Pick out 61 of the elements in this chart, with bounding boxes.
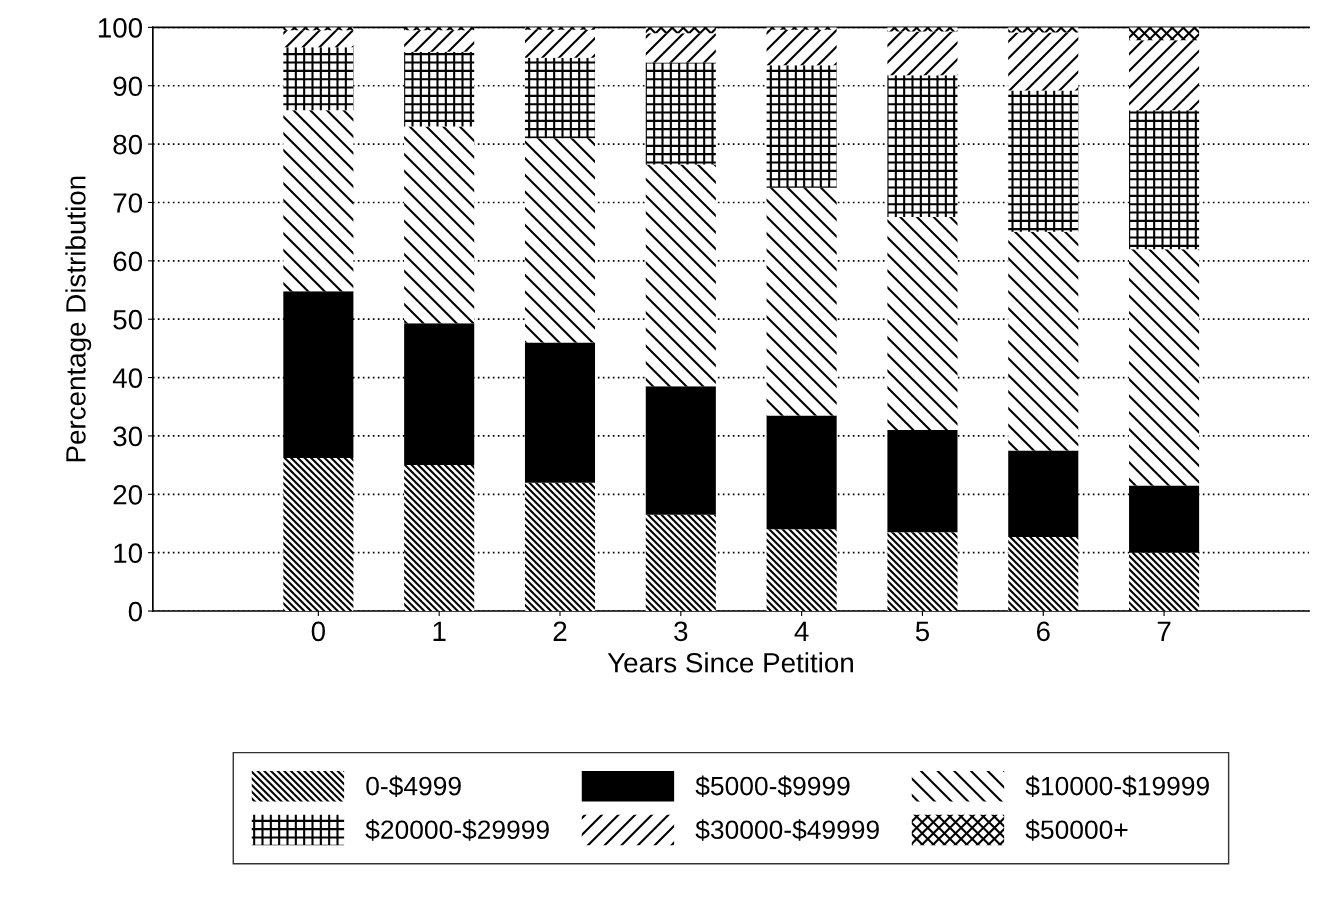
- bar: [1008, 231, 1079, 451]
- y-axis-title: Percentage Distribution: [65, 176, 92, 462]
- bar: [524, 482, 596, 612]
- y-tick-label: 40: [112, 368, 143, 388]
- bar: [887, 532, 958, 612]
- x-tick-label: 7: [1157, 621, 1171, 641]
- x-tick-label: 6: [1036, 621, 1050, 642]
- bar: [283, 47, 354, 111]
- bar: [1129, 249, 1200, 486]
- bar: [766, 29, 837, 66]
- bar: [283, 30, 354, 48]
- bar: [1129, 40, 1200, 111]
- x-axis-title: Years Since Petition: [607, 652, 853, 673]
- bar: [524, 57, 596, 139]
- bar: [645, 164, 716, 387]
- bar: [524, 138, 596, 343]
- legend-label: $10000-$19999: [1025, 775, 1209, 797]
- bar: [1008, 27, 1079, 33]
- bar: [1008, 32, 1079, 91]
- legend-label: $30000-$49999: [695, 819, 879, 841]
- y-tick-label: 90: [113, 76, 143, 97]
- x-tick-label: 1: [433, 621, 446, 641]
- y-tick-label: 60: [113, 251, 143, 272]
- bar: [283, 458, 354, 612]
- legend-label: $50000+: [1025, 819, 1128, 841]
- bar: [645, 33, 716, 63]
- legend-label: $20000-$29999: [365, 819, 549, 841]
- legend-label: $5000-$9999: [695, 775, 850, 797]
- bar: [766, 65, 837, 188]
- legend-label: 0-$4999: [366, 775, 461, 797]
- bar: [887, 75, 958, 218]
- bar: [1129, 552, 1200, 612]
- bar: [645, 514, 716, 612]
- bar: [887, 217, 958, 431]
- x-tick-label: 3: [674, 621, 688, 642]
- y-tick-label: 10: [114, 543, 143, 564]
- bar: [404, 126, 475, 324]
- y-tick-label: 30: [113, 426, 143, 447]
- y-tick-label: 80: [113, 134, 143, 155]
- y-tick-label: 70: [113, 193, 143, 213]
- x-tick-label: 2: [553, 621, 567, 641]
- bar: [404, 30, 475, 52]
- y-tick-label: 100: [98, 18, 143, 38]
- bar: [1008, 536, 1079, 612]
- y-tick-label: 20: [113, 484, 143, 505]
- x-tick-label: 0: [311, 621, 325, 642]
- bar: [404, 465, 475, 612]
- bar: [283, 110, 354, 292]
- y-tick-label: 0: [128, 601, 143, 622]
- bar: [1129, 27, 1200, 41]
- bar: [524, 29, 596, 58]
- bar: [766, 187, 837, 416]
- bar: [1008, 90, 1079, 232]
- bar: [404, 51, 475, 127]
- bar: [1129, 110, 1200, 250]
- x-tick-label: 4: [794, 621, 809, 641]
- y-tick-label: 50: [113, 309, 143, 330]
- bar: [887, 31, 958, 76]
- bar: [645, 62, 716, 165]
- x-tick-label: 5: [915, 621, 930, 642]
- bar: [766, 529, 837, 612]
